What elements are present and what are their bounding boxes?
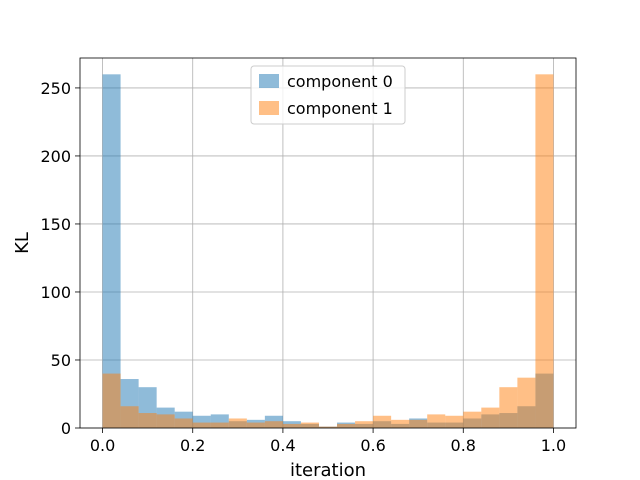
plot-frame — [79, 57, 577, 429]
legend-label-1: component 1 — [287, 99, 393, 118]
y-axis-label: KL — [12, 232, 33, 254]
bar-series-1-bin-14 — [355, 421, 374, 428]
bar-series-1-bin-9 — [264, 421, 283, 428]
bar-series-1-bin-15 — [373, 415, 392, 428]
legend-box — [250, 65, 406, 125]
bar-series-1-bin-24 — [535, 74, 554, 428]
x-tick-label: 0.0 — [90, 436, 115, 455]
bar-series-1-bin-19 — [445, 415, 464, 428]
bar-series-1-bin-5 — [192, 422, 211, 428]
x-tick-label: 0.2 — [180, 436, 205, 455]
y-tick-label: 150 — [40, 215, 71, 234]
bar-series-1-bin-22 — [499, 387, 518, 428]
bar-series-1-bin-16 — [391, 419, 410, 428]
legend-swatch-1 — [259, 101, 279, 115]
bar-series-1-bin-13 — [337, 423, 356, 428]
y-tick-label: 200 — [40, 147, 71, 166]
bar-series-1-bin-0 — [102, 373, 121, 428]
axis-ticks: 0.0 0.2 0.4 0.6 0.8 1.0 0 50 100 150 200 250 — [40, 79, 566, 455]
y-tick-label: 0 — [61, 419, 71, 438]
bar-series-1-bin-18 — [427, 414, 446, 428]
y-tick-label: 50 — [51, 351, 71, 370]
bar-series-1-bin-17 — [409, 419, 428, 428]
bar-series-1-bin-7 — [228, 418, 247, 428]
x-tick-label: 0.4 — [270, 436, 295, 455]
bar-series-1-bin-20 — [463, 411, 482, 428]
bar-series-1-bin-3 — [156, 414, 175, 428]
bar-series-1-bin-21 — [481, 407, 500, 428]
x-axis-label: iteration — [290, 460, 366, 480]
y-tick-label: 250 — [40, 79, 71, 98]
bar-series-1-bin-12 — [318, 426, 338, 428]
legend-swatch-0 — [259, 74, 279, 88]
bars — [102, 74, 554, 428]
bar-series-1-bin-11 — [300, 422, 319, 428]
bar-series-1-bin-8 — [246, 422, 265, 428]
bar-series-1-bin-10 — [282, 423, 301, 428]
bar-series-1-bin-1 — [120, 406, 139, 428]
x-tick-label: 0.8 — [451, 436, 476, 455]
x-tick-label: 1.0 — [541, 436, 566, 455]
bar-series-0-bin-0 — [102, 74, 121, 428]
bar-series-1-bin-4 — [174, 418, 193, 428]
y-tick-label: 100 — [40, 283, 71, 302]
bar-series-1-bin-2 — [138, 413, 157, 428]
x-tick-label: 0.6 — [360, 436, 385, 455]
bar-series-1-bin-23 — [517, 377, 536, 428]
bar-series-1-bin-6 — [210, 422, 229, 428]
legend: component 0 component 1 — [250, 65, 406, 125]
legend-label-0: component 0 — [287, 72, 393, 91]
